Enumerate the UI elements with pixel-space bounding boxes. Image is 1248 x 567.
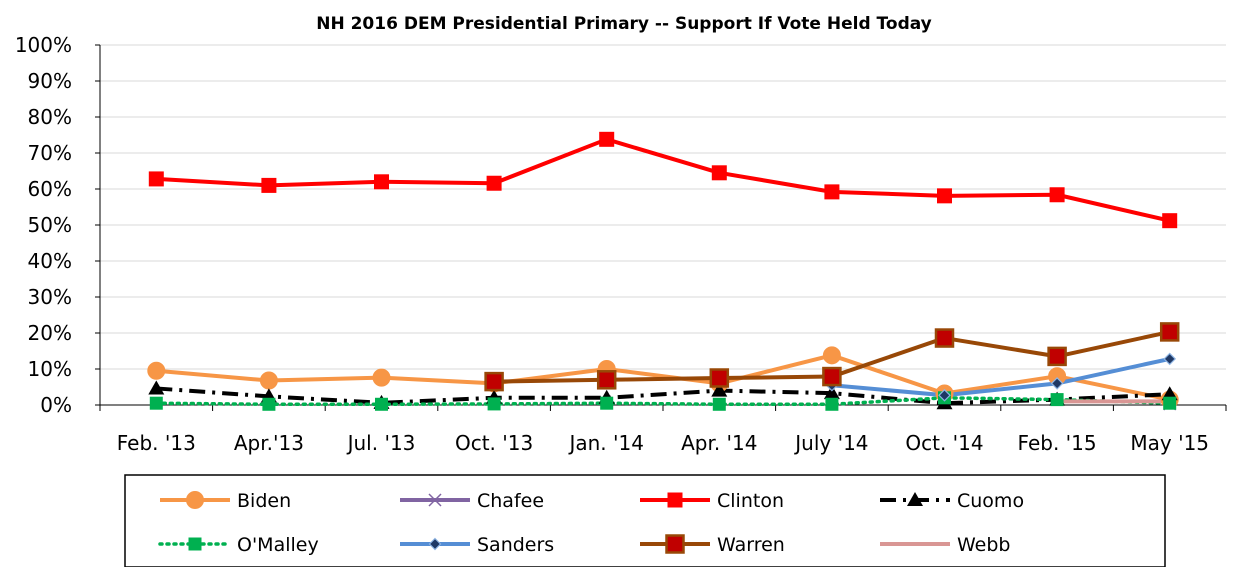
series-line-sanders xyxy=(831,356,1171,398)
legend-item-sanders: Sanders xyxy=(400,534,554,556)
data-point-clinton xyxy=(148,171,164,187)
data-point-warren xyxy=(934,328,955,348)
data-point-o-malley xyxy=(262,397,276,411)
y-tick-label: 60% xyxy=(28,177,72,201)
legend-label-sanders: Sanders xyxy=(477,534,554,556)
x-tick-label: Oct. '14 xyxy=(905,431,983,455)
data-point-o-malley xyxy=(712,397,726,411)
series-line-cuomo xyxy=(156,386,1170,406)
series-line-biden xyxy=(156,353,1171,402)
data-point-sanders xyxy=(1050,377,1064,390)
y-tick-label: 80% xyxy=(28,105,72,129)
data-point-cuomo xyxy=(823,385,840,400)
data-point-cuomo xyxy=(148,380,165,395)
legend-item-o-malley: O'Malley xyxy=(158,534,319,556)
legend-marker-chafee xyxy=(428,493,442,507)
data-point-o-malley xyxy=(1050,393,1064,407)
x-tick-label: Jan. '14 xyxy=(567,431,644,455)
y-tick-label: 70% xyxy=(28,141,72,165)
data-point-warren xyxy=(709,368,730,388)
legend-marker-cuomo xyxy=(907,492,923,506)
y-tick-label: 100% xyxy=(15,33,72,57)
x-tick-label: May '15 xyxy=(1130,431,1209,455)
data-point-clinton xyxy=(261,177,277,193)
legend-item-clinton: Clinton xyxy=(640,490,784,512)
x-tick-label: Jul. '13 xyxy=(346,431,416,455)
y-tick-label: 10% xyxy=(28,357,72,381)
y-tick-label: 20% xyxy=(28,321,72,345)
legend-label-cuomo: Cuomo xyxy=(957,490,1024,512)
legend-marker-clinton xyxy=(667,492,683,508)
data-point-sanders xyxy=(1163,352,1177,366)
legend-marker-warren xyxy=(665,534,685,554)
data-point-biden xyxy=(372,368,391,387)
x-axis-tick-labels: Feb. '13 Apr.'13 Jul. '13 Oct. '13 Jan. '14 A… xyxy=(117,431,1209,455)
legend-label-biden: Biden xyxy=(237,490,291,512)
legend-label-warren: Warren xyxy=(717,534,785,556)
series-line-clinton xyxy=(156,137,1171,223)
data-point-biden xyxy=(147,361,166,380)
x-tick-label: July '14 xyxy=(793,431,868,455)
x-tick-label: Apr.'13 xyxy=(234,431,304,455)
legend-marker-sanders xyxy=(428,537,442,551)
legend: Biden Chafee Clinton Cuomo O'Malley Sanders Wa… xyxy=(124,474,1166,567)
series-markers xyxy=(147,131,1180,411)
legend-label-o-malley: O'Malley xyxy=(237,534,319,556)
data-point-clinton xyxy=(1162,213,1178,229)
data-point-clinton xyxy=(1049,187,1065,203)
y-tick-label: 40% xyxy=(28,249,72,273)
data-point-clinton xyxy=(711,165,727,181)
legend-marker-biden xyxy=(186,491,204,509)
gridlines xyxy=(100,44,1226,370)
data-point-sanders xyxy=(938,388,951,402)
data-point-o-malley xyxy=(825,397,839,411)
x-tick-label: Feb. '13 xyxy=(117,431,196,455)
data-point-biden xyxy=(259,371,278,390)
y-tick-label: 0% xyxy=(40,393,72,417)
chart-title: NH 2016 DEM Presidential Primary -- Supp… xyxy=(316,14,932,34)
data-point-cuomo xyxy=(711,382,728,397)
data-point-o-malley xyxy=(487,397,501,411)
data-point-o-malley xyxy=(600,396,614,410)
data-point-o-malley xyxy=(375,397,388,411)
y-tick-label: 90% xyxy=(28,69,72,93)
data-point-o-malley xyxy=(1163,396,1177,410)
series-lines xyxy=(154,137,1172,407)
legend-marker-o-malley xyxy=(188,537,202,551)
data-point-clinton xyxy=(599,131,615,147)
data-point-clinton xyxy=(486,175,502,191)
y-axis-tick-labels: 0% 10% 20% 30% 40% 50% 60% 70% 80% 90% 100% xyxy=(15,33,72,417)
data-point-warren xyxy=(1159,322,1180,342)
legend-label-webb: Webb xyxy=(957,534,1010,556)
data-point-warren xyxy=(822,366,842,387)
y-tick-label: 30% xyxy=(28,285,72,309)
data-point-o-malley xyxy=(149,396,163,410)
data-point-clinton xyxy=(374,174,389,190)
legend-label-chafee: Chafee xyxy=(477,490,544,512)
legend-item-biden: Biden xyxy=(160,490,291,512)
data-point-warren xyxy=(484,371,504,392)
legend-box xyxy=(124,474,1166,567)
legend-item-cuomo: Cuomo xyxy=(880,490,1024,512)
x-tick-label: Apr. '14 xyxy=(681,431,757,455)
data-point-warren xyxy=(596,370,617,390)
data-point-biden xyxy=(822,346,841,365)
x-tick-label: Feb. '15 xyxy=(1018,431,1097,455)
data-point-warren xyxy=(1047,346,1067,367)
legend-item-chafee: Chafee xyxy=(400,490,544,512)
legend-label-clinton: Clinton xyxy=(717,490,784,512)
y-tick-label: 50% xyxy=(28,213,72,237)
series-line-o-malley xyxy=(154,396,1172,407)
legend-item-warren: Warren xyxy=(640,534,785,556)
data-point-clinton xyxy=(937,188,952,204)
data-point-clinton xyxy=(824,184,840,200)
legend-item-webb: Webb xyxy=(880,534,1010,556)
x-tick-label: Oct. '13 xyxy=(455,431,533,455)
